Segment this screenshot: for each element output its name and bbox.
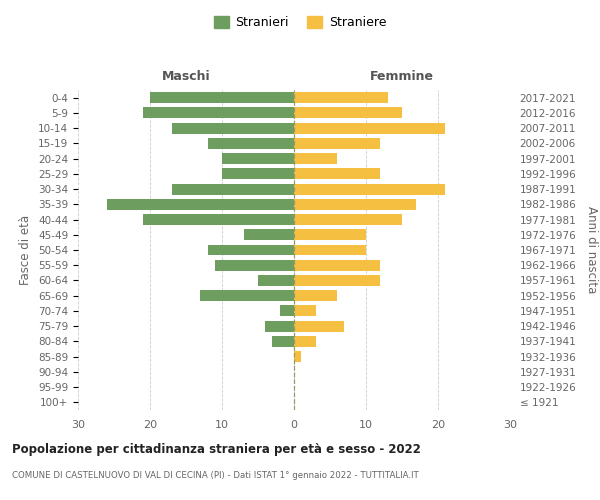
- Bar: [222, 153, 294, 164]
- Bar: [150, 92, 294, 103]
- Text: Maschi: Maschi: [161, 70, 211, 82]
- Bar: [172, 122, 294, 134]
- Bar: [294, 244, 366, 256]
- Bar: [272, 336, 294, 347]
- Y-axis label: Anni di nascita: Anni di nascita: [585, 206, 598, 294]
- Bar: [172, 184, 294, 194]
- Bar: [280, 306, 294, 316]
- Text: COMUNE DI CASTELNUOVO DI VAL DI CECINA (PI) - Dati ISTAT 1° gennaio 2022 - TUTTI: COMUNE DI CASTELNUOVO DI VAL DI CECINA (…: [12, 471, 419, 480]
- Bar: [143, 214, 294, 225]
- Bar: [222, 168, 294, 179]
- Bar: [208, 138, 294, 149]
- Bar: [294, 336, 316, 347]
- Bar: [294, 351, 301, 362]
- Bar: [107, 199, 294, 210]
- Bar: [294, 230, 366, 240]
- Bar: [143, 108, 294, 118]
- Bar: [294, 306, 316, 316]
- Bar: [294, 320, 344, 332]
- Bar: [294, 92, 388, 103]
- Bar: [215, 260, 294, 270]
- Bar: [294, 184, 445, 194]
- Text: Popolazione per cittadinanza straniera per età e sesso - 2022: Popolazione per cittadinanza straniera p…: [12, 442, 421, 456]
- Text: Femmine: Femmine: [370, 70, 434, 82]
- Bar: [294, 214, 402, 225]
- Bar: [258, 275, 294, 286]
- Bar: [294, 108, 402, 118]
- Bar: [294, 122, 445, 134]
- Bar: [294, 199, 416, 210]
- Bar: [208, 244, 294, 256]
- Legend: Stranieri, Straniere: Stranieri, Straniere: [209, 11, 391, 34]
- Bar: [294, 138, 380, 149]
- Bar: [200, 290, 294, 301]
- Bar: [265, 320, 294, 332]
- Bar: [244, 230, 294, 240]
- Bar: [294, 168, 380, 179]
- Bar: [294, 260, 380, 270]
- Bar: [294, 290, 337, 301]
- Bar: [294, 153, 337, 164]
- Bar: [294, 275, 380, 286]
- Y-axis label: Fasce di età: Fasce di età: [19, 215, 32, 285]
